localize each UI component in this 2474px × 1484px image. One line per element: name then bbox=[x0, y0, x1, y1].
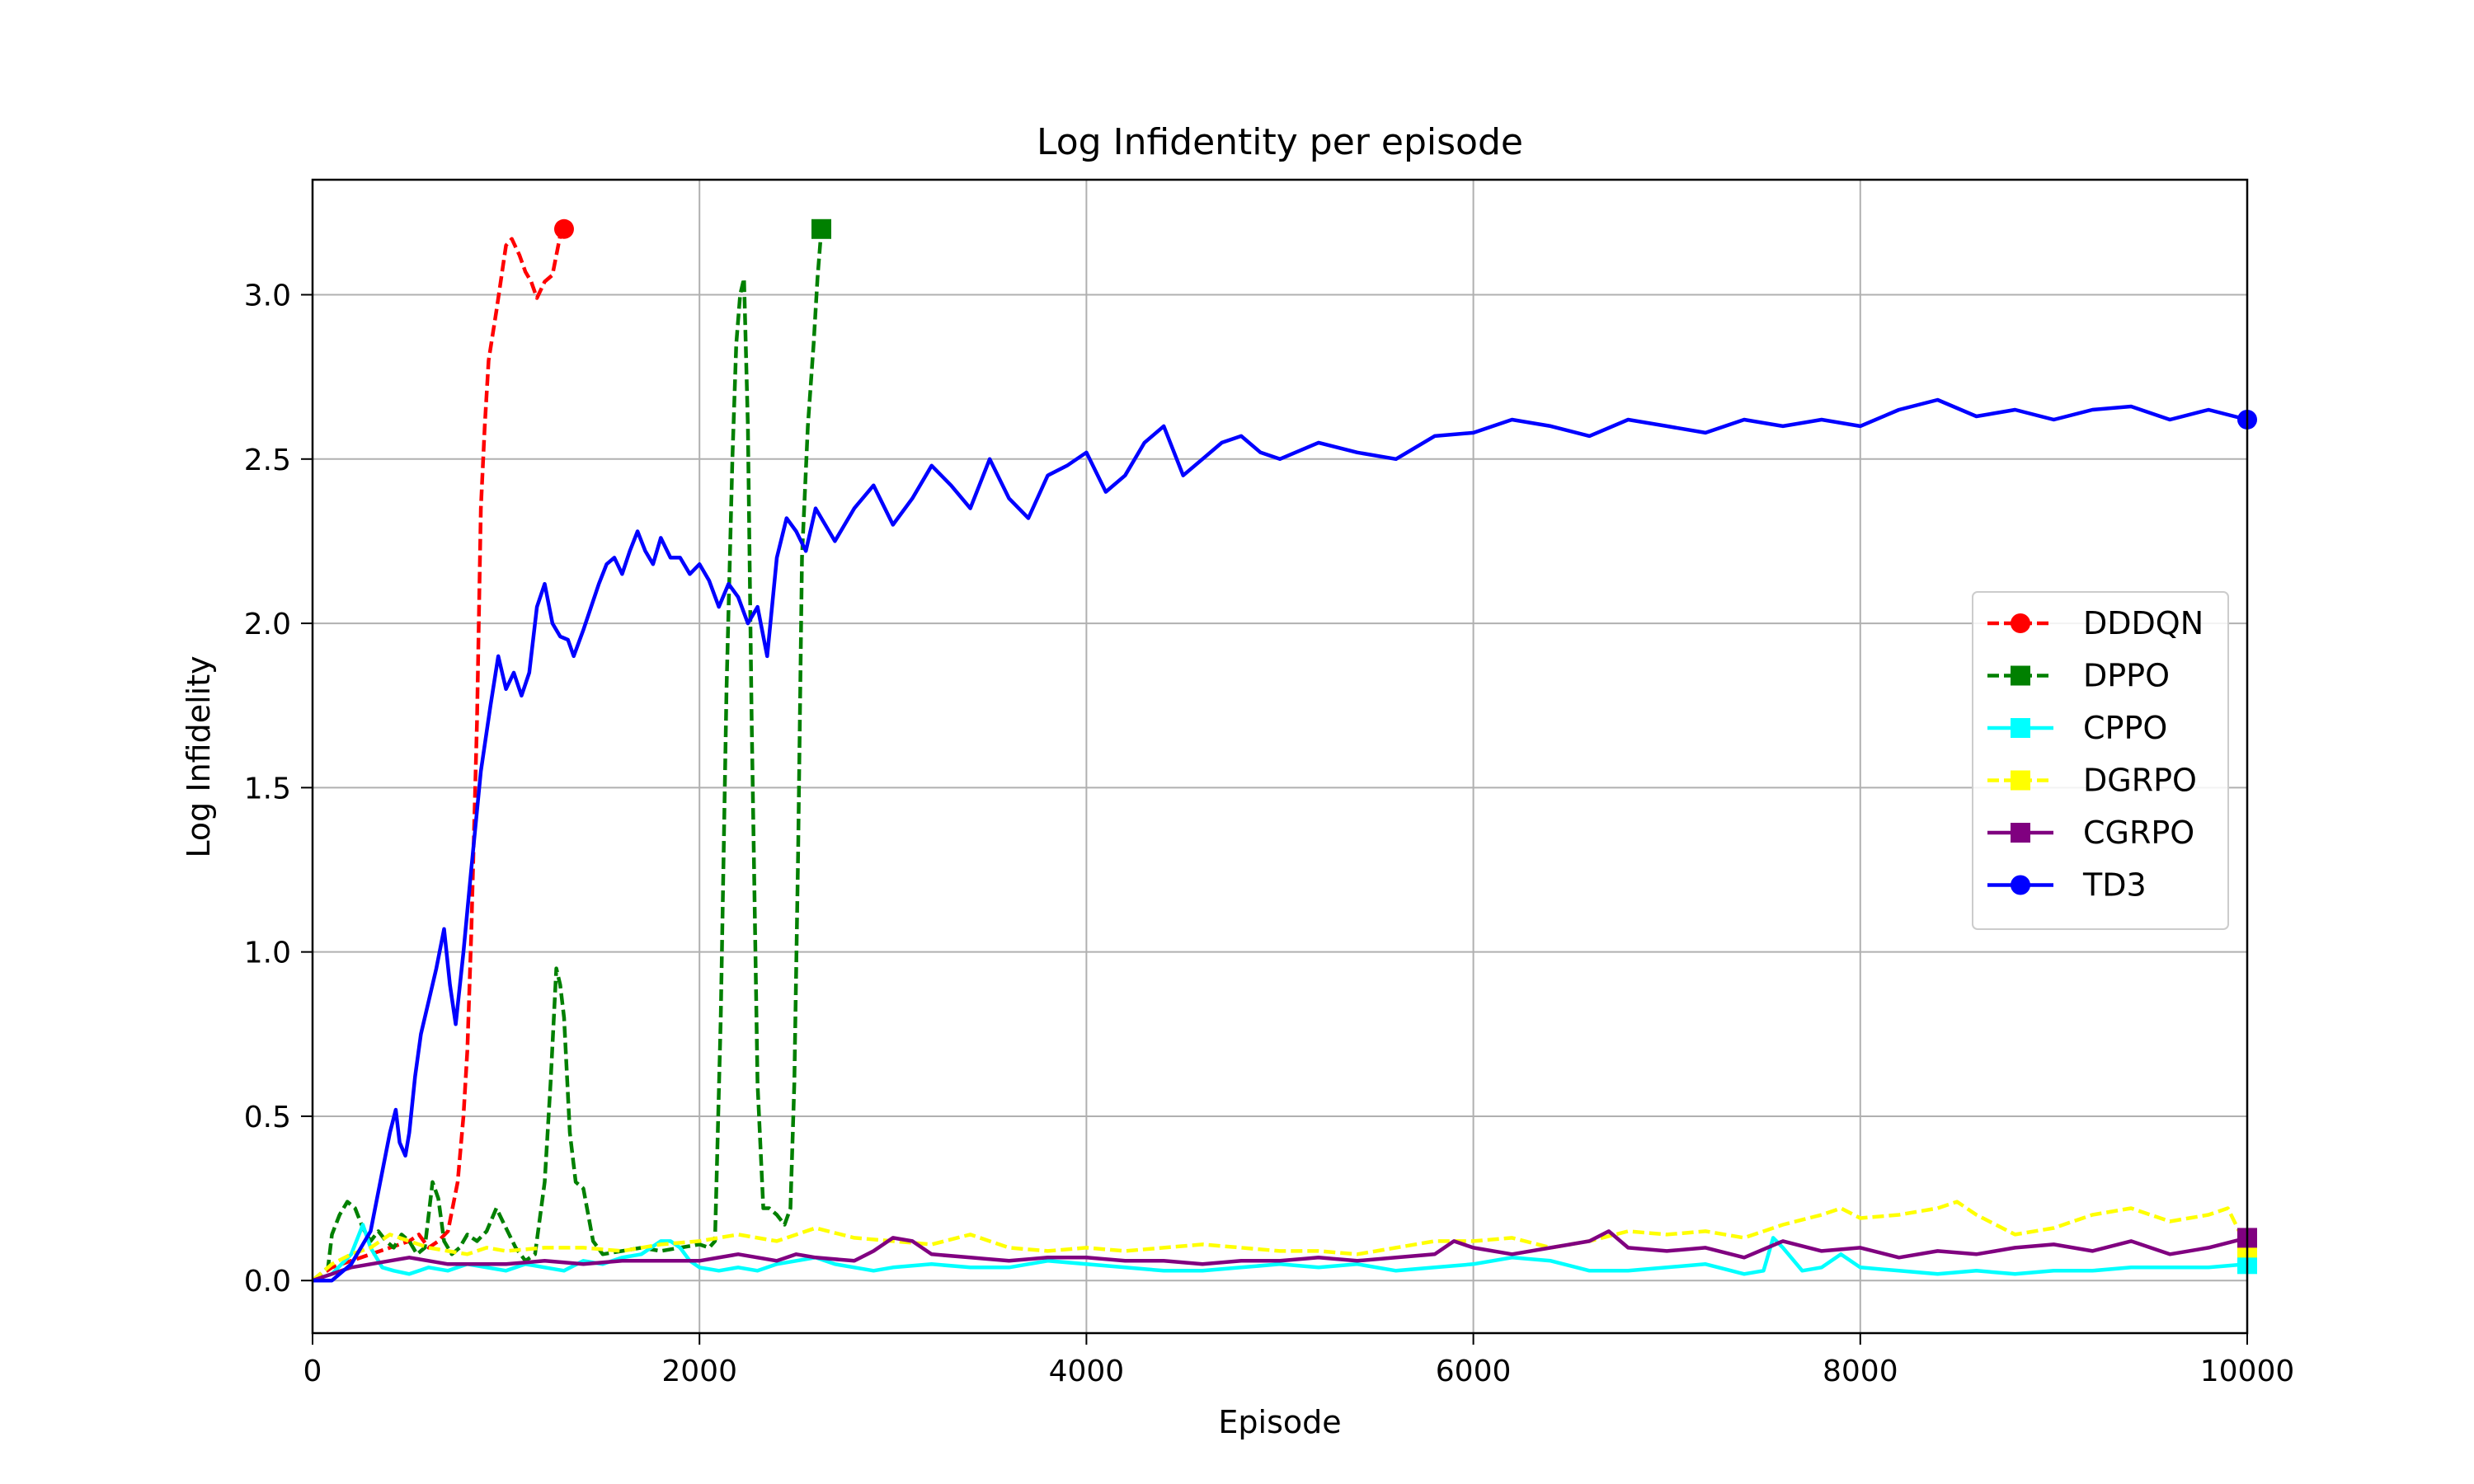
series-line-dgrpo bbox=[311, 1200, 2250, 1282]
legend-label-dddqn: DDDQN bbox=[2083, 605, 2204, 641]
legend-box bbox=[1972, 591, 2229, 930]
grid bbox=[312, 180, 2248, 1333]
y-axis-label: Log Infidelity bbox=[181, 655, 217, 857]
x-tick-label: 6000 bbox=[1436, 1355, 1512, 1388]
series-end-marker-dppo bbox=[811, 218, 831, 239]
series-line-td3 bbox=[313, 397, 2248, 1283]
legend-label-dppo: DPPO bbox=[2083, 658, 2170, 694]
legend-marker-dddqn bbox=[2011, 613, 2030, 633]
legend-marker-cppo bbox=[2011, 718, 2030, 738]
x-tick-label: 0 bbox=[303, 1355, 322, 1388]
y-tick-label: 2.5 bbox=[244, 444, 291, 477]
legend-marker-dgrpo bbox=[2011, 770, 2030, 791]
y-tick-label: 1.0 bbox=[244, 937, 291, 970]
x-tick-label: 2000 bbox=[661, 1355, 737, 1388]
y-tick-label: 1.5 bbox=[244, 772, 291, 805]
x-tick-label: 4000 bbox=[1049, 1355, 1125, 1388]
legend-marker-td3 bbox=[2011, 875, 2030, 895]
x-tick-label: 8000 bbox=[1823, 1355, 1898, 1388]
axes-frame bbox=[311, 178, 2249, 1335]
chart-title: Log Infidentity per episode bbox=[1037, 121, 1523, 163]
series-line-cppo bbox=[312, 1223, 2248, 1283]
series-end-marker-dddqn bbox=[553, 218, 574, 239]
legend-marker-dppo bbox=[2011, 665, 2030, 686]
legend-label-dgrpo: DGRPO bbox=[2083, 763, 2197, 799]
legend-label-cppo: CPPO bbox=[2083, 710, 2167, 746]
y-tick-label: 0.5 bbox=[244, 1101, 291, 1134]
legend-label-td3: TD3 bbox=[2082, 867, 2147, 904]
x-axis-label: Episode bbox=[1218, 1404, 1341, 1440]
series-line-cgrpo bbox=[312, 1229, 2248, 1283]
legend-marker-cgrpo bbox=[2011, 823, 2030, 843]
y-tick-label: 0.0 bbox=[244, 1265, 291, 1298]
plot-area bbox=[311, 218, 2257, 1283]
x-tick-label: 10000 bbox=[2200, 1355, 2295, 1388]
ticks: 0 2000 4000 6000 8000 10000 0.0 0.5 1.0 1.5 2.0 2.5… bbox=[244, 279, 2295, 1388]
legend: DDDQN DPPO CPPO DGRPO CGRPO TD3 bbox=[1972, 591, 2229, 930]
series-line-dddqn bbox=[311, 228, 566, 1283]
legend-label-cgrpo: CGRPO bbox=[2083, 815, 2194, 851]
y-tick-label: 3.0 bbox=[244, 279, 291, 313]
y-tick-label: 2.0 bbox=[244, 608, 291, 641]
